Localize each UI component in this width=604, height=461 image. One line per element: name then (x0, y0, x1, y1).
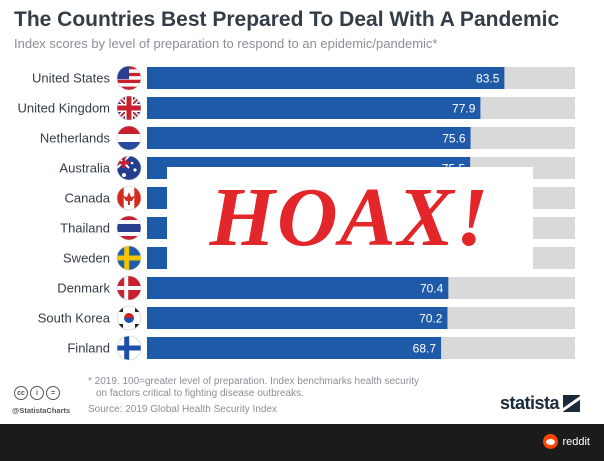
category-label: Sweden (63, 251, 110, 266)
category-label: United States (32, 71, 111, 86)
value-label: 75.6 (442, 132, 466, 146)
south-korea-flag-icon (116, 305, 142, 331)
denmark-flag-icon (116, 275, 142, 301)
category-label: Canada (64, 191, 110, 206)
value-label: 77.9 (452, 102, 476, 116)
statista-mark-icon (563, 395, 581, 412)
netherlands-flag-icon (116, 125, 142, 151)
reddit-icon (543, 434, 559, 449)
license-icons: cc i = (14, 386, 60, 400)
value-label: 70.2 (419, 312, 443, 326)
creative-commons-icon: cc (14, 386, 28, 400)
hoax-stamp: HOAX! (167, 167, 533, 269)
sweden-flag-icon (116, 245, 142, 271)
category-label: United Kingdom (18, 101, 111, 116)
bar (147, 277, 449, 299)
bar-row: Finland 68.7 (67, 335, 575, 361)
category-label: Netherlands (40, 131, 111, 146)
brand-name: statista (500, 393, 560, 413)
uk-flag-icon (116, 95, 142, 121)
chart-title: The Countries Best Prepared To Deal With… (14, 8, 560, 31)
bar (147, 97, 481, 119)
category-label: Australia (59, 161, 110, 176)
bar-row: United Kingdom 77.9 (18, 95, 575, 121)
finland-flag-icon (116, 335, 142, 361)
attribution-icon: i (30, 386, 44, 400)
reddit-label: reddit (562, 435, 590, 448)
footnote-line-1: * 2019. 100=greater level of preparation… (88, 376, 420, 387)
bar-row: South Korea 70.2 (38, 305, 575, 331)
category-label: Denmark (57, 281, 110, 296)
footnote-line-2: on factors critical to fighting disease … (96, 388, 304, 399)
canada-flag-icon (116, 185, 142, 211)
bar (147, 67, 505, 89)
statista-logo: statista (500, 393, 581, 414)
hoax-stamp-text: HOAX! (209, 171, 491, 264)
bar-row: Netherlands 75.6 (40, 125, 575, 151)
category-label: South Korea (38, 311, 111, 326)
value-label: 83.5 (476, 72, 500, 86)
infographic-card: The Countries Best Prepared To Deal With… (0, 0, 604, 424)
chart-subtitle: Index scores by level of preparation to … (14, 36, 438, 51)
bar (147, 307, 448, 329)
us-flag-icon (116, 65, 142, 91)
statista-handle: @StatistaCharts (12, 406, 71, 415)
bar-row: United States 83.5 (32, 65, 575, 91)
australia-flag-icon (116, 155, 142, 181)
bar (147, 127, 471, 149)
category-label: Finland (67, 341, 110, 356)
bar (147, 337, 442, 359)
value-label: 68.7 (413, 342, 437, 356)
thailand-flag-icon (116, 215, 142, 241)
category-label: Thailand (60, 221, 110, 236)
footnote: * 2019. 100=greater level of preparation… (88, 376, 488, 400)
reddit-branding[interactable]: reddit (543, 434, 590, 449)
no-derivatives-icon: = (46, 386, 60, 400)
value-label: 70.4 (420, 282, 444, 296)
bar-row: Denmark 70.4 (57, 275, 575, 301)
source-note: Source: 2019 Global Health Security Inde… (88, 404, 277, 415)
reddit-bottom-bar: reddit (0, 424, 604, 461)
